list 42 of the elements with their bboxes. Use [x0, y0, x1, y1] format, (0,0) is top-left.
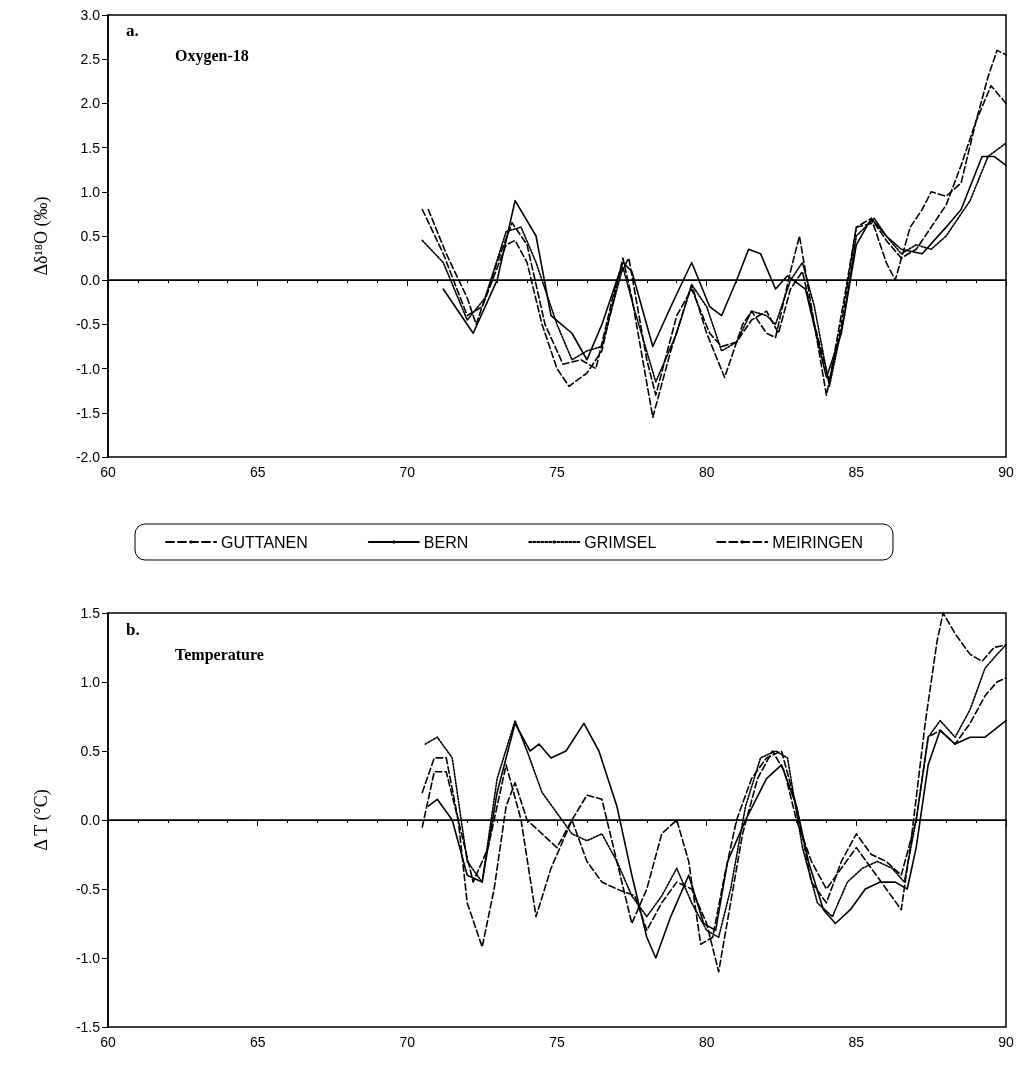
- x-tick-label: 80: [698, 464, 715, 480]
- legend-label: GRIMSEL: [584, 533, 657, 551]
- x-tick-label: 60: [100, 464, 116, 480]
- y-tick-label: -1.5: [75, 1019, 101, 1035]
- x-tick-label: 75: [549, 464, 565, 480]
- y-tick-label: 0.5: [80, 743, 101, 759]
- legend-label: MEIRINGEN: [772, 533, 863, 551]
- y-axis-title: Δδ¹⁸O (‰): [31, 196, 52, 276]
- y-tick-label: -1.0: [75, 950, 101, 966]
- x-tick-label: 65: [249, 464, 266, 480]
- y-tick-label: -0.5: [75, 881, 101, 897]
- y-tick-label: 1.0: [80, 674, 101, 690]
- annotation: a.: [126, 21, 139, 40]
- x-tick-label: 90: [998, 464, 1014, 480]
- y-tick-label: 0.0: [80, 272, 101, 289]
- x-tick-label: 70: [399, 464, 416, 480]
- legend-label: GUTTANEN: [221, 533, 308, 551]
- y-tick-label: 0.0: [80, 812, 101, 828]
- x-tick-label: 75: [549, 1034, 565, 1050]
- x-tick-label: 60: [100, 1034, 116, 1050]
- y-tick-label: 2.0: [80, 95, 101, 112]
- legend-label: BERN: [423, 533, 469, 551]
- text: Oxygen-18: [175, 46, 249, 65]
- y-tick-label: 1.5: [80, 139, 101, 156]
- y-tick-label: -2.0: [75, 449, 101, 465]
- x-tick-label: 70: [399, 1034, 416, 1050]
- text: Temperature: [175, 645, 264, 664]
- y-tick-label: 1.0: [80, 183, 101, 200]
- x-tick-label: 85: [848, 464, 865, 480]
- y-tick-label: -1.5: [75, 404, 101, 421]
- y-tick-label: -1.0: [75, 360, 101, 377]
- y-tick-label: 3.0: [80, 7, 101, 23]
- y-tick-label: -0.5: [75, 316, 101, 333]
- y-tick-label: 2.5: [80, 51, 101, 68]
- y-axis-title: Δ T (°C): [31, 789, 52, 851]
- x-tick-label: 65: [249, 1034, 266, 1050]
- y-tick-label: 0.5: [80, 228, 101, 244]
- x-tick-label: 85: [848, 1034, 865, 1050]
- y-tick-label: 1.5: [80, 605, 101, 621]
- annotation: b.: [126, 620, 140, 639]
- x-tick-label: 90: [998, 1034, 1014, 1050]
- x-tick-label: 80: [698, 1034, 715, 1050]
